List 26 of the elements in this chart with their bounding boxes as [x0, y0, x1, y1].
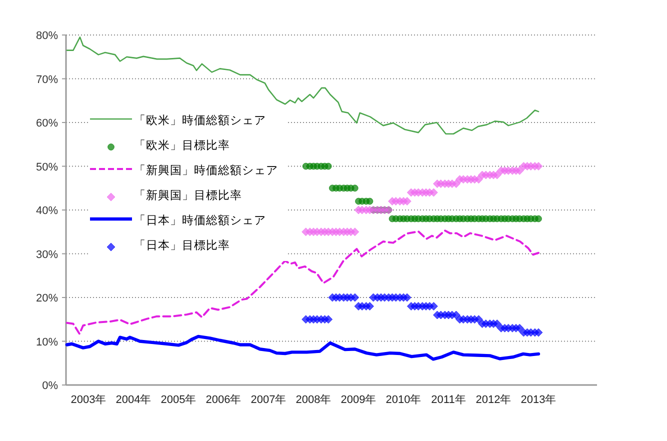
x-tick-label: 2005年	[160, 394, 196, 406]
x-tick-label: 2003年	[70, 394, 106, 406]
y-tick-label: 0%	[42, 380, 58, 392]
y-tick-label: 30%	[36, 248, 58, 261]
x-tick-label: 2013年	[520, 394, 556, 406]
x-tick-label: 2010年	[386, 394, 422, 406]
legend-label: 「新興国」目標比率	[134, 188, 242, 202]
y-tick-label: 80%	[36, 30, 58, 42]
x-tick-label: 2008年	[296, 394, 332, 406]
y-tick-label: 60%	[36, 118, 58, 130]
y-tick-label: 50%	[36, 161, 58, 174]
y-tick-label: 40%	[36, 205, 58, 217]
legend-label: 「欧米」時価総額シェア	[134, 113, 266, 127]
legend-label: 「日本」時価総額シェア	[134, 213, 266, 227]
x-tick-label: 2007年	[250, 394, 286, 406]
legend-label: 「欧米」目標比率	[134, 138, 230, 152]
y-tick-label: 20%	[36, 292, 58, 304]
y-tick-label: 10%	[36, 336, 58, 348]
x-tick-label: 2006年	[206, 394, 242, 406]
x-tick-label: 2009年	[340, 394, 376, 406]
x-tick-label: 2012年	[476, 394, 512, 406]
x-tick-label: 2004年	[116, 394, 152, 406]
x-tick-label: 2011年	[431, 394, 466, 406]
legend-label: 「日本」目標比率	[134, 238, 230, 252]
y-tick-label: 70%	[36, 74, 58, 86]
legend-label: 「新興国」時価総額シェア	[134, 163, 278, 177]
